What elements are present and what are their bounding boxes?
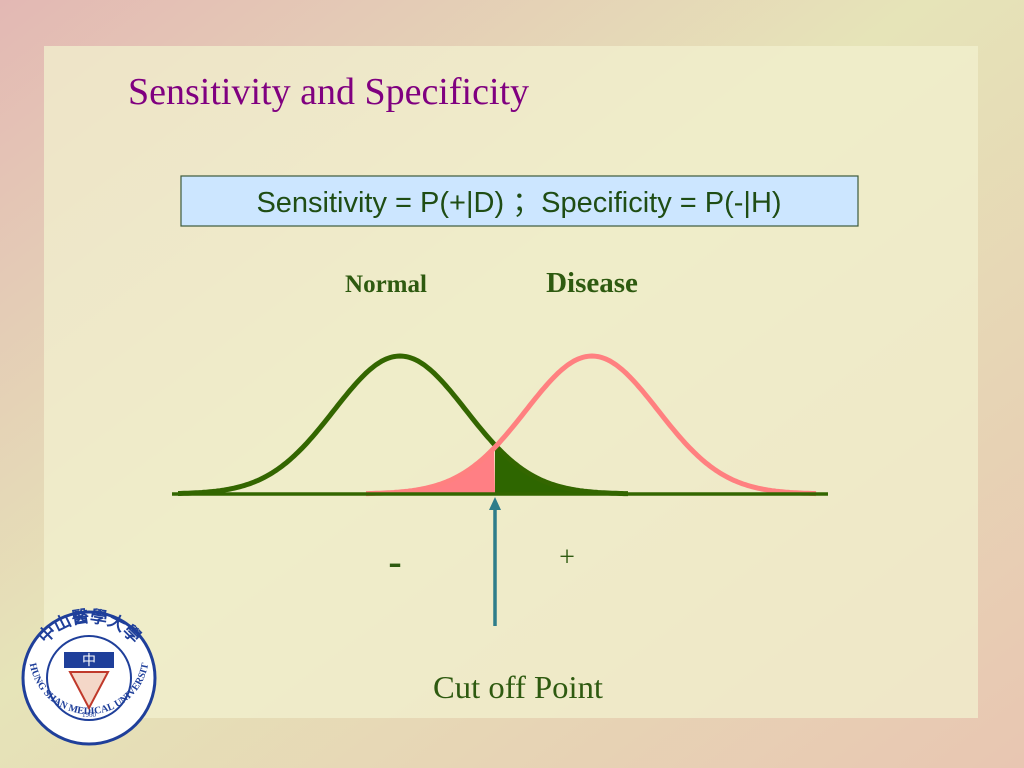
slide-title: Sensitivity and Specificity [128,71,529,113]
logo-year: 1960 [82,711,97,719]
cutoff-label: Cut off Point [433,669,603,705]
negative-label: - [388,539,401,584]
logo-inner-ring [46,635,132,721]
formula: Sensitivity = P(+|D) ；Specificity = P(-|… [256,187,781,219]
logo-center: 中 [82,653,96,669]
disease-curve [366,353,817,497]
normal-label: Normal [345,271,427,298]
distributions [178,353,817,497]
false-positive-area [495,445,628,494]
disease-label: Disease [546,267,638,299]
normal-curve [178,353,628,497]
formula-box [180,175,859,227]
panel [44,46,978,718]
positive-label: + [559,542,575,573]
false-negative-area [366,448,495,494]
arrow-head [489,497,501,510]
logo-band [64,652,114,668]
logo-shield [68,671,110,711]
